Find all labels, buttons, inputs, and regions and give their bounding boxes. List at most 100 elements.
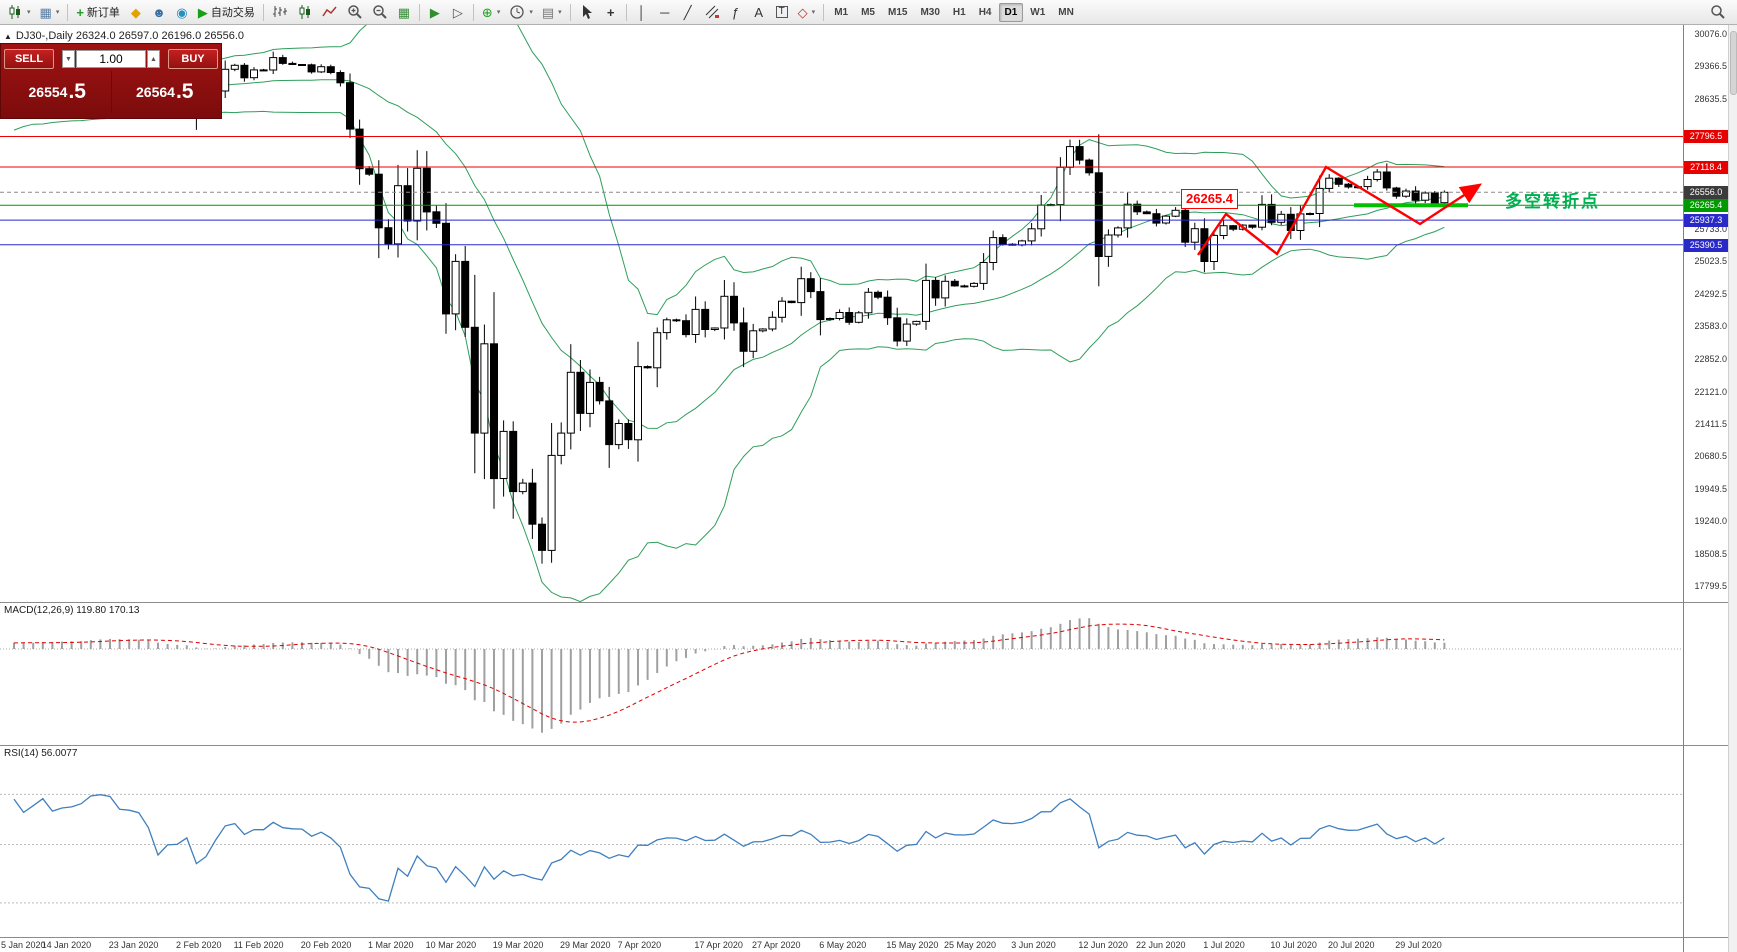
timeframe-d1-button[interactable]: D1 — [998, 2, 1024, 22]
chart-profiles-icon: ▦ — [39, 4, 52, 20]
bar-chart-button[interactable] — [268, 2, 292, 23]
rsi-pane[interactable]: RSI(14) 56.0077 1008050150 — [0, 746, 1728, 938]
chevron-down-icon: ▾ — [55, 9, 60, 16]
price-level-annotation-label[interactable]: 26265.4 — [1181, 189, 1238, 209]
vline-button[interactable]: │ — [631, 2, 653, 23]
price-axis-label: 17799.5 — [1694, 581, 1727, 591]
text-icon: A — [754, 4, 763, 20]
shapes-button[interactable]: ◇ ▾ — [794, 2, 820, 23]
hline-icon: ─ — [660, 4, 670, 20]
trendline-button[interactable]: ╱ — [677, 2, 699, 23]
chevron-down-icon: ▾ — [811, 9, 816, 16]
one-click-trading-panel: SELL ▼ ▲ BUY 26554.5 26564.5 — [0, 43, 222, 119]
right-scrollbar[interactable] — [1728, 25, 1737, 952]
timeframe-m30-button[interactable]: M30 — [920, 6, 940, 18]
timeframe-m1-button[interactable]: M1 — [834, 6, 849, 18]
indicators-icon: ⊕ — [481, 4, 493, 20]
search-icon — [1711, 5, 1725, 19]
price-axis-label: 20680.5 — [1694, 451, 1727, 461]
community-button[interactable]: ☻ — [148, 2, 170, 23]
price-badge-26265.4: 26265.4 — [1684, 199, 1728, 212]
toolbar-separator — [67, 3, 69, 21]
fibonacci-button[interactable]: ƒ — [725, 2, 747, 23]
sell-price: 26554.5 — [28, 80, 86, 103]
date-axis-label: 10 Mar 2020 — [425, 940, 477, 950]
crosshair-button[interactable]: + — [600, 2, 622, 23]
templates-button[interactable]: ▤ ▾ — [538, 2, 566, 23]
tile-windows-icon: ▦ — [397, 4, 411, 20]
price-axis-label: 21411.5 — [1695, 419, 1727, 429]
zoom-in-icon — [348, 5, 362, 19]
price-badge-27796.5: 27796.5 — [1684, 130, 1728, 143]
date-axis-label: 27 Apr 2020 — [752, 940, 801, 950]
line-chart-button[interactable] — [318, 2, 342, 23]
timeframe-w1-button[interactable]: W1 — [1030, 6, 1046, 18]
buy-button[interactable]: BUY — [168, 49, 218, 69]
toolbar-separator — [472, 3, 474, 21]
indicators-button[interactable]: ⊕ ▾ — [478, 2, 504, 23]
date-axis-label: 3 Jun 2020 — [1011, 940, 1056, 950]
toolbar-separator — [625, 3, 627, 21]
price-badge-27118.4: 27118.4 — [1684, 161, 1728, 174]
date-axis-label: 7 Apr 2020 — [617, 940, 662, 950]
date-axis[interactable]: 5 Jan 2020 14 Jan 2020 23 Jan 2020 2 Feb 20… — [0, 938, 1728, 952]
chart-window: ▲ DJ30-,Daily 26324.0 26597.0 26196.0 26… — [0, 25, 1737, 952]
date-axis-label: 20 Jul 2020 — [1328, 940, 1375, 950]
date-axis-label: 29 Jul 2020 — [1395, 940, 1442, 950]
chart-profiles-button[interactable]: ▦ ▾ — [36, 2, 64, 23]
new-order-button[interactable]: + 新订单 — [72, 2, 124, 23]
price-axis-label: 22121.0 — [1694, 387, 1727, 397]
sell-button[interactable]: SELL — [4, 49, 54, 69]
buy-price: 26564.5 — [136, 80, 194, 103]
channel-button[interactable] — [700, 2, 724, 23]
candlestick-chart-button[interactable] — [293, 2, 317, 23]
toolbar-separator — [569, 3, 571, 21]
volume-input[interactable] — [76, 50, 146, 68]
date-axis-label: 2 Feb 2020 — [176, 940, 222, 950]
timeframe-h4-button[interactable]: H4 — [978, 6, 992, 18]
price-axis-label: 19949.5 — [1694, 484, 1727, 494]
cursor-button[interactable] — [575, 2, 599, 23]
zoom-out-icon — [373, 5, 387, 19]
date-axis-label: 6 May 2020 — [819, 940, 867, 950]
search-button[interactable] — [1706, 2, 1730, 23]
autotrading-button[interactable]: ▶ 自动交易 — [194, 2, 259, 23]
new-chart-icon — [9, 5, 20, 19]
zoom-in-button[interactable] — [343, 2, 367, 23]
one-click-collapse-icon[interactable]: ▲ — [4, 31, 12, 41]
market-button[interactable]: ◉ — [171, 2, 193, 23]
mql-wizard-button[interactable]: ◆ — [125, 2, 147, 23]
zoom-out-button[interactable] — [368, 2, 392, 23]
chart-shift-icon: ▷ — [452, 4, 463, 20]
periods-button[interactable]: ▾ — [505, 2, 537, 23]
timeframe-h1-button[interactable]: H1 — [952, 6, 966, 18]
toolbar-separator — [262, 3, 264, 21]
timeframe-mn-button[interactable]: MN — [1058, 6, 1074, 18]
macd-pane[interactable]: MACD(12,26,9) 119.80 170.13 1024.520.00-… — [0, 603, 1728, 746]
date-axis-label: 10 Jul 2020 — [1270, 940, 1317, 950]
bollinger-bands — [13, 25, 1445, 602]
label-button[interactable]: T — [771, 2, 793, 23]
new-chart-button[interactable]: ▾ — [3, 2, 35, 23]
macd-histogram — [13, 618, 1446, 733]
auto-scroll-button[interactable]: ▶ — [424, 2, 446, 23]
vline-icon: │ — [637, 4, 646, 20]
volume-increase-button[interactable]: ▲ — [147, 50, 160, 68]
price-axis-label: 25733.0 — [1694, 224, 1727, 234]
chart-shift-button[interactable]: ▷ — [447, 2, 469, 23]
text-button[interactable]: A — [748, 2, 770, 23]
chevron-down-icon: ▾ — [496, 9, 501, 16]
price-axis-label: 29366.5 — [1694, 61, 1727, 71]
main-chart-pane[interactable]: ▲ DJ30-,Daily 26324.0 26597.0 26196.0 26… — [0, 25, 1728, 603]
price-axis-label: 19240.0 — [1694, 516, 1727, 526]
autotrading-button-label: 自动交易 — [210, 7, 255, 19]
volume-decrease-button[interactable]: ▼ — [62, 50, 75, 68]
timeframe-m15-button[interactable]: M15 — [888, 6, 908, 18]
bull-bear-turning-point-annotation[interactable]: 多空转折点 — [1505, 192, 1600, 211]
timeframe-m5-button[interactable]: M5 — [861, 6, 875, 18]
tile-windows-button[interactable]: ▦ — [393, 2, 415, 23]
toolbar-separator — [418, 3, 420, 21]
scrollbar-thumb[interactable] — [1730, 31, 1737, 95]
hline-button[interactable]: ─ — [654, 2, 676, 23]
trend-zigzag-annotation[interactable] — [1197, 165, 1483, 256]
